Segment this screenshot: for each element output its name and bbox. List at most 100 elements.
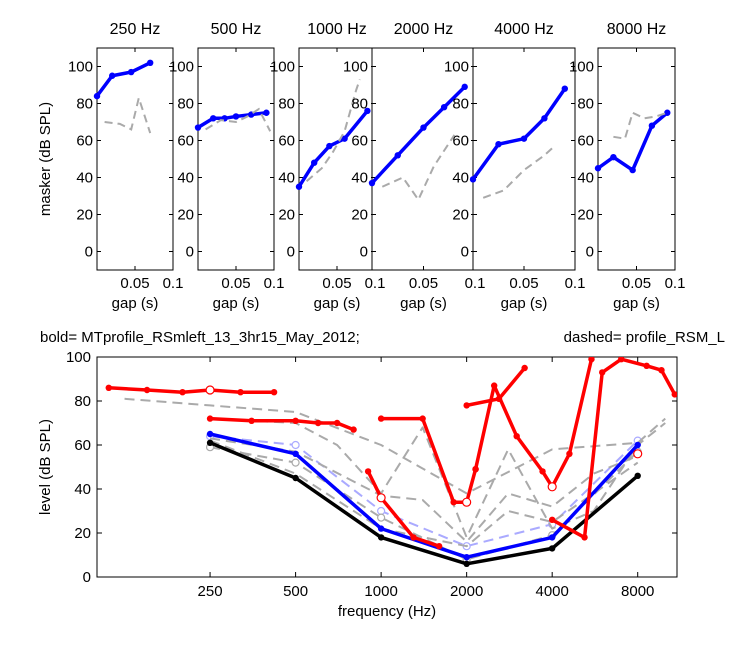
data-point-open: [633, 449, 643, 459]
data-point: [610, 153, 617, 161]
y-axis-label: masker (dB SPL): [37, 102, 54, 216]
data-point: [671, 391, 677, 398]
data-point: [206, 415, 214, 422]
data-point: [469, 176, 477, 183]
y-tick-label: 60: [577, 133, 594, 150]
panel-title: 8000 Hz: [607, 21, 667, 38]
y-tick-label: 0: [83, 569, 91, 586]
data-point: [643, 362, 650, 369]
bold-series-line: [95, 61, 151, 98]
y-tick-label: 60: [452, 133, 469, 150]
gap-panel-3: 0 20 40 60 80 100 0.05 0.1 1000 Hz gap (s): [270, 21, 385, 312]
panel-title: 250 Hz: [110, 21, 161, 38]
data-point: [588, 357, 595, 363]
data-point: [311, 159, 318, 166]
x-tick-label: 8000: [621, 583, 654, 600]
dashed-series-line: [205, 107, 272, 132]
x-tick-label: 500: [283, 583, 308, 600]
data-point: [548, 534, 556, 541]
data-point-open: [547, 482, 557, 492]
x-tick-label: 0.1: [565, 275, 586, 292]
data-point: [93, 92, 101, 100]
data-point: [513, 433, 520, 440]
x-tick-label: 250: [198, 583, 223, 600]
y-tick-label: 40: [577, 170, 594, 187]
x-tick-label: 0.1: [163, 275, 184, 292]
y-tick-label: 20: [74, 525, 91, 542]
data-point: [206, 430, 214, 438]
data-point: [548, 545, 556, 552]
gap-panel-2: 0 20 40 60 80 100 0.05 0.1 500 Hz gap (s): [169, 21, 284, 312]
panel-title: 2000 Hz: [394, 21, 454, 38]
panel-axes-box: [298, 47, 376, 271]
data-point: [237, 389, 244, 396]
data-point: [463, 402, 470, 409]
dashed-series-line: [209, 435, 639, 548]
data-point: [463, 554, 470, 561]
data-point: [263, 109, 270, 116]
x-tick-label: 0.1: [665, 275, 686, 292]
y-tick-label: 0: [85, 244, 93, 261]
data-point: [109, 72, 116, 79]
dashed-series-line: [209, 437, 639, 543]
data-point: [490, 382, 498, 389]
y-tick-label: 100: [569, 59, 594, 76]
gap-panel-5: 0 20 40 60 80 100 0.05 0.1 4000 Hz gap (s): [444, 21, 585, 312]
y-tick-label: 80: [177, 96, 194, 113]
data-point: [314, 419, 322, 427]
y-tick-label: 80: [278, 96, 295, 113]
data-point: [333, 419, 341, 427]
x-axis-label: gap (s): [314, 295, 361, 312]
y-tick-label: 20: [177, 207, 194, 224]
data-point: [541, 115, 548, 122]
data-point: [105, 384, 112, 391]
data-point: [248, 417, 255, 424]
data-point-open: [291, 440, 300, 450]
data-point-open: [377, 513, 386, 522]
y-tick-label: 80: [577, 96, 594, 113]
data-point: [548, 516, 556, 523]
data-point: [232, 113, 240, 120]
data-point: [629, 166, 636, 174]
data-point: [561, 85, 568, 92]
y-tick-label: 60: [76, 133, 93, 150]
y-tick-label: 0: [287, 244, 295, 261]
dashed-series-line: [482, 145, 556, 199]
x-tick-label: 0.05: [120, 275, 149, 292]
y-tick-label: 40: [351, 170, 368, 187]
data-point-open: [377, 506, 386, 516]
x-tick-label: 4000: [535, 583, 568, 600]
data-point: [410, 534, 417, 541]
y-tick-label: 60: [177, 133, 194, 150]
data-point: [364, 468, 372, 475]
data-point-open: [376, 493, 386, 503]
y-tick-label: 0: [186, 244, 194, 261]
y-tick-label: 100: [270, 59, 295, 76]
data-point: [435, 543, 443, 550]
bold-series-line: [366, 470, 440, 548]
x-tick-label: 2000: [450, 583, 483, 600]
data-point: [210, 115, 217, 122]
y-tick-label: 40: [76, 170, 93, 187]
data-point: [594, 165, 602, 172]
y-tick-label: 20: [76, 207, 93, 224]
data-point: [420, 124, 427, 131]
y-tick-label: 40: [452, 170, 469, 187]
y-tick-label: 20: [278, 207, 295, 224]
y-tick-label: 40: [177, 170, 194, 187]
data-point: [295, 183, 303, 190]
panel-title: 500 Hz: [211, 21, 262, 38]
y-tick-label: 100: [343, 59, 368, 76]
x-tick-label: 0.05: [409, 275, 438, 292]
data-point: [179, 389, 186, 396]
data-point: [292, 450, 299, 457]
data-point: [270, 389, 278, 396]
bold-series-line: [209, 432, 639, 559]
x-axis-label: gap (s): [501, 295, 548, 312]
y-tick-label: 100: [444, 59, 469, 76]
y-tick-label: 20: [351, 207, 368, 224]
plot-area: [105, 357, 677, 567]
dashed-series-line: [381, 134, 456, 202]
x-axis-label: gap (s): [400, 295, 447, 312]
data-point: [377, 415, 385, 422]
